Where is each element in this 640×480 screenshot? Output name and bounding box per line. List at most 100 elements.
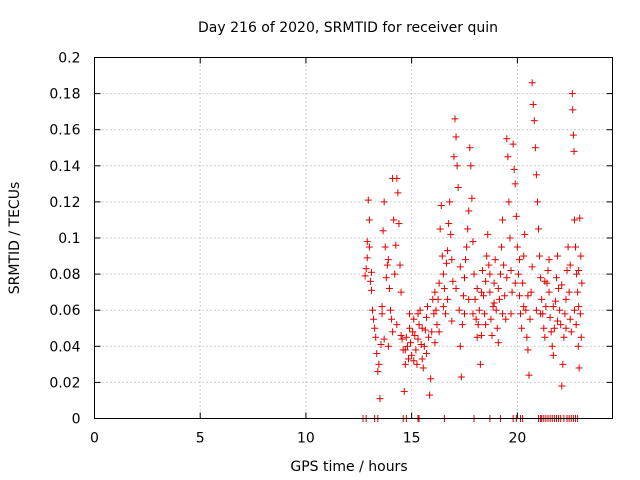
data-point — [480, 292, 488, 300]
data-point — [464, 225, 472, 233]
x-tick-label: 20 — [508, 431, 526, 447]
data-point — [417, 340, 425, 348]
data-point — [515, 256, 523, 264]
data-point — [519, 279, 527, 287]
data-point — [506, 234, 514, 242]
data-point — [524, 346, 532, 354]
data-point — [558, 281, 566, 289]
data-point — [566, 315, 574, 323]
data-point — [518, 324, 526, 332]
data-point — [395, 220, 403, 228]
data-point — [514, 270, 522, 278]
data-point — [551, 297, 559, 305]
data-point — [541, 333, 549, 341]
data-point — [495, 295, 503, 303]
data-point — [577, 252, 585, 260]
data-point — [542, 303, 550, 311]
data-point — [575, 266, 583, 274]
data-point — [485, 261, 493, 269]
data-point — [491, 256, 499, 264]
y-tick-label: 0.06 — [49, 303, 80, 319]
data-point — [468, 194, 476, 202]
data-point — [436, 225, 444, 233]
data-point — [435, 328, 443, 336]
data-point — [400, 387, 408, 395]
data-point — [533, 198, 541, 206]
grid-lines — [94, 57, 613, 419]
y-axis-label: SRMTID / TECUs — [7, 182, 23, 295]
data-point — [363, 254, 371, 262]
data-point — [509, 140, 517, 148]
data-point — [549, 351, 557, 359]
data-point — [557, 321, 565, 329]
data-point — [378, 310, 386, 318]
data-point — [458, 321, 466, 329]
y-tick-label: 0.02 — [49, 375, 80, 391]
data-point — [365, 216, 373, 224]
data-point — [377, 340, 385, 348]
data-point — [451, 115, 459, 123]
y-tick-label: 0 — [72, 412, 81, 428]
y-tick-label: 0.04 — [49, 339, 80, 355]
data-point — [440, 285, 448, 293]
data-point — [422, 313, 430, 321]
data-point — [522, 306, 530, 314]
data-point — [547, 328, 555, 336]
data-point — [365, 243, 373, 251]
data-point — [437, 202, 445, 210]
data-point — [567, 328, 575, 336]
data-point — [382, 274, 390, 282]
data-point — [549, 303, 557, 311]
data-point — [410, 357, 418, 365]
data-point — [431, 339, 439, 347]
data-point — [513, 243, 521, 251]
data-point — [388, 315, 396, 323]
data-point — [568, 90, 576, 98]
data-point — [498, 243, 505, 251]
data-point — [462, 256, 470, 264]
data-point — [469, 238, 477, 246]
data-point — [507, 266, 515, 274]
data-point — [520, 252, 528, 260]
data-point — [446, 198, 454, 206]
data-point — [432, 306, 440, 314]
axis-ticks: 0 0.02 0.04 0.06 0.08 0.1 0.12 0.14 0.16 0.18 0.2 0… — [49, 51, 613, 447]
data-point — [455, 306, 463, 314]
data-point — [570, 147, 578, 155]
x-tick-label: 5 — [196, 431, 205, 447]
data-point — [501, 292, 509, 300]
data-point — [393, 174, 401, 182]
data-point — [372, 333, 380, 341]
data-point — [486, 270, 494, 278]
data-point — [370, 315, 378, 323]
data-point — [456, 342, 464, 350]
data-point — [569, 106, 577, 114]
data-point — [492, 306, 500, 314]
data-point — [379, 227, 387, 235]
data-point — [482, 277, 490, 285]
data-point — [570, 306, 578, 314]
data-point — [362, 265, 370, 273]
x-tick-label: 10 — [297, 431, 315, 447]
data-point — [540, 324, 548, 332]
data-point — [554, 252, 562, 260]
data-point — [560, 333, 568, 341]
data-point — [537, 310, 545, 318]
data-point — [445, 220, 453, 228]
data-point — [384, 256, 392, 264]
data-point — [472, 315, 480, 323]
data-point — [477, 288, 485, 296]
data-point — [490, 279, 498, 287]
data-point — [465, 207, 473, 215]
data-point — [528, 79, 536, 87]
data-point — [508, 288, 516, 296]
data-point — [419, 364, 427, 372]
data-point — [373, 350, 381, 358]
data-point — [496, 270, 504, 278]
data-point — [488, 331, 496, 339]
data-point — [407, 339, 415, 347]
data-point — [576, 310, 584, 318]
data-point — [554, 317, 562, 325]
data-point — [401, 360, 409, 368]
